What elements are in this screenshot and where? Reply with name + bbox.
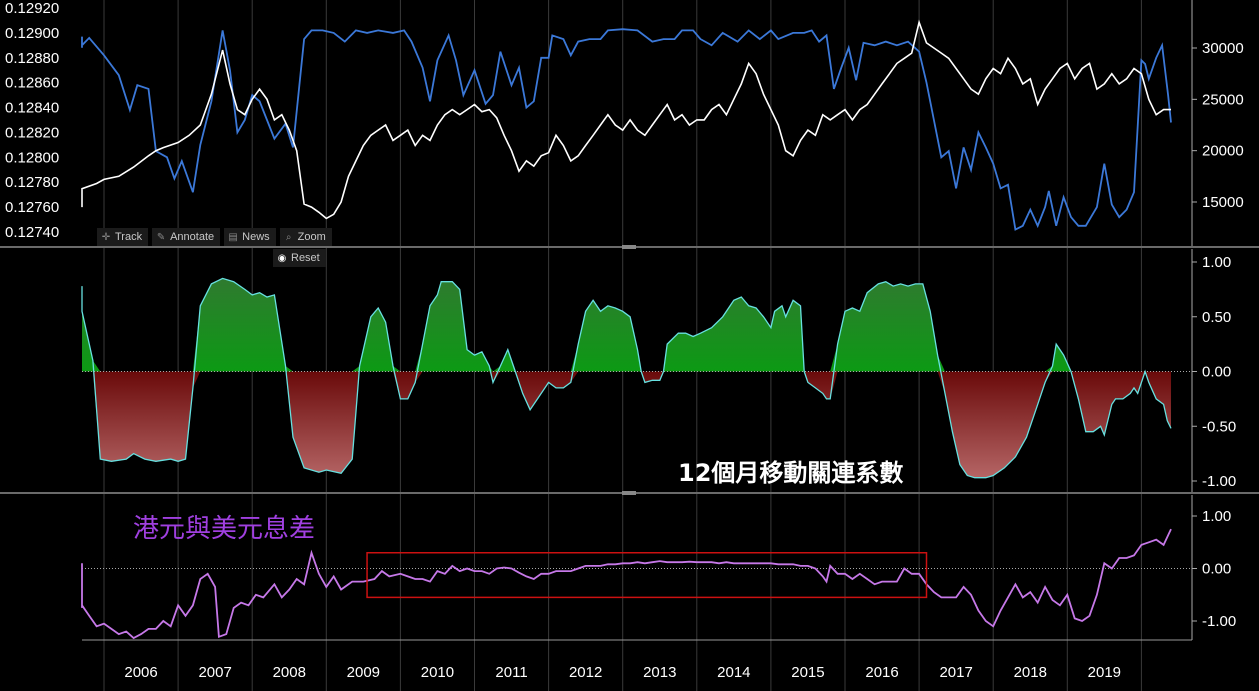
x-tick-label: 2014 (717, 664, 750, 681)
left-tick-label: 0.12840 (5, 100, 59, 117)
right-tick-label: -0.50 (1202, 418, 1236, 435)
year-gridlines (103, 0, 1142, 691)
top-panel: 0.12920 0.12900 0.12880 0.12860 0.12840 0.128… (5, 0, 1244, 246)
x-tick-label: 2015 (791, 664, 824, 681)
right-tick-label: 25000 (1202, 91, 1244, 108)
separator-handle-top[interactable] (622, 245, 636, 249)
x-tick-label: 2016 (865, 664, 898, 681)
right-tick-label: 20000 (1202, 143, 1244, 160)
right-axis-ticks: 1.00 0.50 0.00 -0.50 -1.00 (1192, 254, 1236, 490)
track-label: Track (115, 231, 143, 243)
highlight-box (366, 552, 928, 599)
pencil-icon: ✎ (156, 231, 166, 243)
x-tick-label: 2011 (495, 664, 527, 681)
correlation-label: 12個月移動關連系數 (678, 459, 903, 487)
reset-button[interactable]: ◉ Reset (273, 249, 326, 267)
x-tick-label: 2006 (124, 664, 157, 681)
positive-correlation-area (82, 278, 1172, 372)
right-tick-label: 0.00 (1202, 364, 1231, 381)
middle-panel: 1.00 0.50 0.00 -0.50 -1.00 12個月移動關連系數 (81, 249, 1236, 492)
left-tick-label: 0.12780 (5, 174, 59, 191)
left-tick-label: 0.12900 (5, 25, 59, 42)
x-tick-label: 2009 (347, 664, 380, 681)
reset-dot-icon: ◉ (277, 252, 287, 264)
magnifier-icon: ⌕ (285, 231, 292, 243)
negative-correlation-area (82, 371, 1172, 478)
x-tick-label: 2007 (198, 664, 231, 681)
newspaper-icon: ▤ (228, 231, 238, 243)
left-axis-ticks: 0.12920 0.12900 0.12880 0.12860 0.12840 0.128… (5, 0, 59, 241)
left-tick-label: 0.12760 (5, 199, 59, 216)
x-tick-label: 2010 (421, 664, 454, 681)
right-tick-label: 1.00 (1202, 254, 1231, 271)
right-tick-label: 15000 (1202, 194, 1244, 211)
annotate-label: Annotate (170, 231, 215, 243)
x-tick-label: 2019 (1088, 664, 1121, 681)
separator-handle-bottom[interactable] (622, 491, 636, 495)
right-tick-label: -1.00 (1202, 473, 1236, 490)
chart-toolbar: ✛ Track ✎ Annotate ▤ News ⌕ Zoom (97, 228, 332, 246)
x-axis-labels: 2006 2007 2008 2009 2010 2011 2012 2013 2014 2015… (124, 664, 1121, 681)
left-tick-label: 0.12740 (5, 224, 59, 241)
track-button[interactable]: ✛ Track (97, 228, 149, 246)
right-tick-label: 1.00 (1202, 508, 1231, 525)
spread-label: 港元與美元息差 (133, 514, 315, 544)
left-tick-label: 0.12920 (5, 0, 59, 17)
news-label: News (242, 231, 270, 243)
bottom-panel: 1.00 0.00 -1.00 港元與美元息差 (81, 495, 1236, 640)
left-tick-label: 0.12880 (5, 50, 59, 67)
right-tick-label: 0.00 (1202, 561, 1231, 578)
x-tick-label: 2012 (569, 664, 602, 681)
correlation-line (81, 277, 1172, 479)
right-tick-label: 30000 (1202, 40, 1244, 57)
left-tick-label: 0.12820 (5, 124, 59, 141)
x-tick-label: 2017 (939, 664, 972, 681)
x-tick-label: 2013 (643, 664, 676, 681)
x-tick-label: 2018 (1014, 664, 1047, 681)
reset-label: Reset (291, 252, 320, 264)
left-tick-label: 0.12800 (5, 149, 59, 166)
blue-series-line (81, 28, 1172, 231)
x-axis: 2006 2007 2008 2009 2010 2011 2012 2013 2014 2015… (82, 639, 1192, 681)
annotate-button[interactable]: ✎ Annotate (152, 228, 221, 246)
crosshair-icon: ✛ (101, 231, 111, 243)
zoom-button[interactable]: ⌕ Zoom (279, 228, 332, 246)
spread-line (81, 528, 1172, 640)
zoom-label: Zoom (297, 231, 326, 243)
white-series-line (81, 19, 1171, 220)
x-tick-label: 2008 (273, 664, 306, 681)
right-axis-ticks: 30000 25000 20000 15000 (1192, 40, 1244, 211)
right-tick-label: 0.50 (1202, 309, 1231, 326)
right-tick-label: -1.00 (1202, 613, 1236, 630)
left-tick-label: 0.12860 (5, 75, 59, 92)
news-button[interactable]: ▤ News (224, 228, 276, 246)
right-axis-ticks: 1.00 0.00 -1.00 (1192, 508, 1236, 630)
